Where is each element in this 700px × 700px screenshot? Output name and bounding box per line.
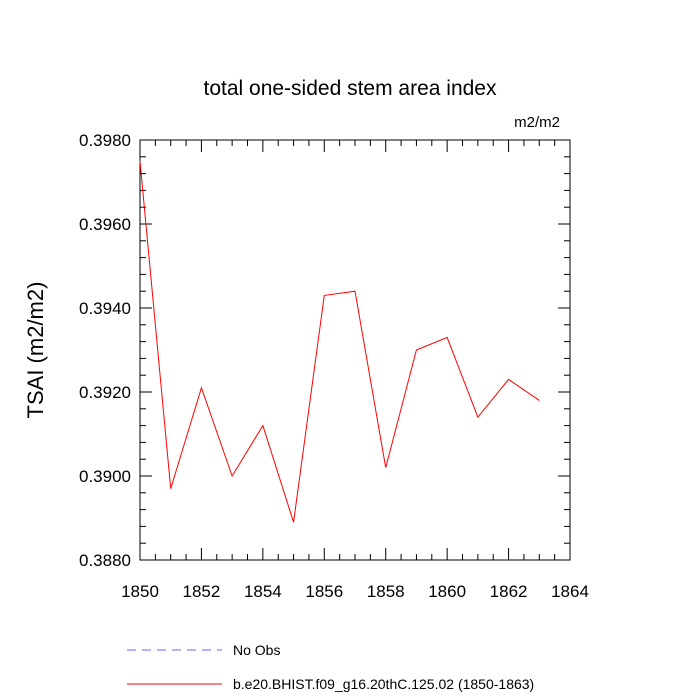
y-tick-label: 0.3980 xyxy=(79,131,131,150)
x-tick-label: 1850 xyxy=(121,582,159,601)
x-tick-label: 1852 xyxy=(183,582,221,601)
y-tick-label: 0.3920 xyxy=(79,383,131,402)
axis-ticks xyxy=(139,139,571,561)
legend-label: No Obs xyxy=(233,642,280,658)
legend: No Obs b.e20.BHIST.f09_g16.20thC.125.02 (… xyxy=(127,642,534,692)
y-axis-label: TSAI (m2/m2) xyxy=(23,282,48,419)
tick-labels: 1850 1852 1854 1856 1858 1860 1862 1864 0.3880 0.… xyxy=(79,131,589,601)
x-tick-label: 1856 xyxy=(305,582,343,601)
series-line xyxy=(139,160,540,523)
plot-frame xyxy=(139,139,571,561)
x-tick-label: 1858 xyxy=(367,582,405,601)
x-tick-label: 1864 xyxy=(551,582,589,601)
y-tick-label: 0.3960 xyxy=(79,215,131,234)
chart-title: total one-sided stem area index xyxy=(203,77,497,100)
units-label: m2/m2 xyxy=(514,114,560,131)
y-tick-label: 0.3940 xyxy=(79,299,131,318)
x-tick-label: 1862 xyxy=(490,582,528,601)
y-tick-label: 0.3880 xyxy=(79,551,131,570)
x-tick-label: 1854 xyxy=(244,582,282,601)
series-layer xyxy=(139,160,540,523)
x-tick-label: 1860 xyxy=(428,582,466,601)
y-tick-label: 0.3900 xyxy=(79,467,131,486)
legend-label: b.e20.BHIST.f09_g16.20thC.125.02 (1850-1… xyxy=(233,676,534,692)
